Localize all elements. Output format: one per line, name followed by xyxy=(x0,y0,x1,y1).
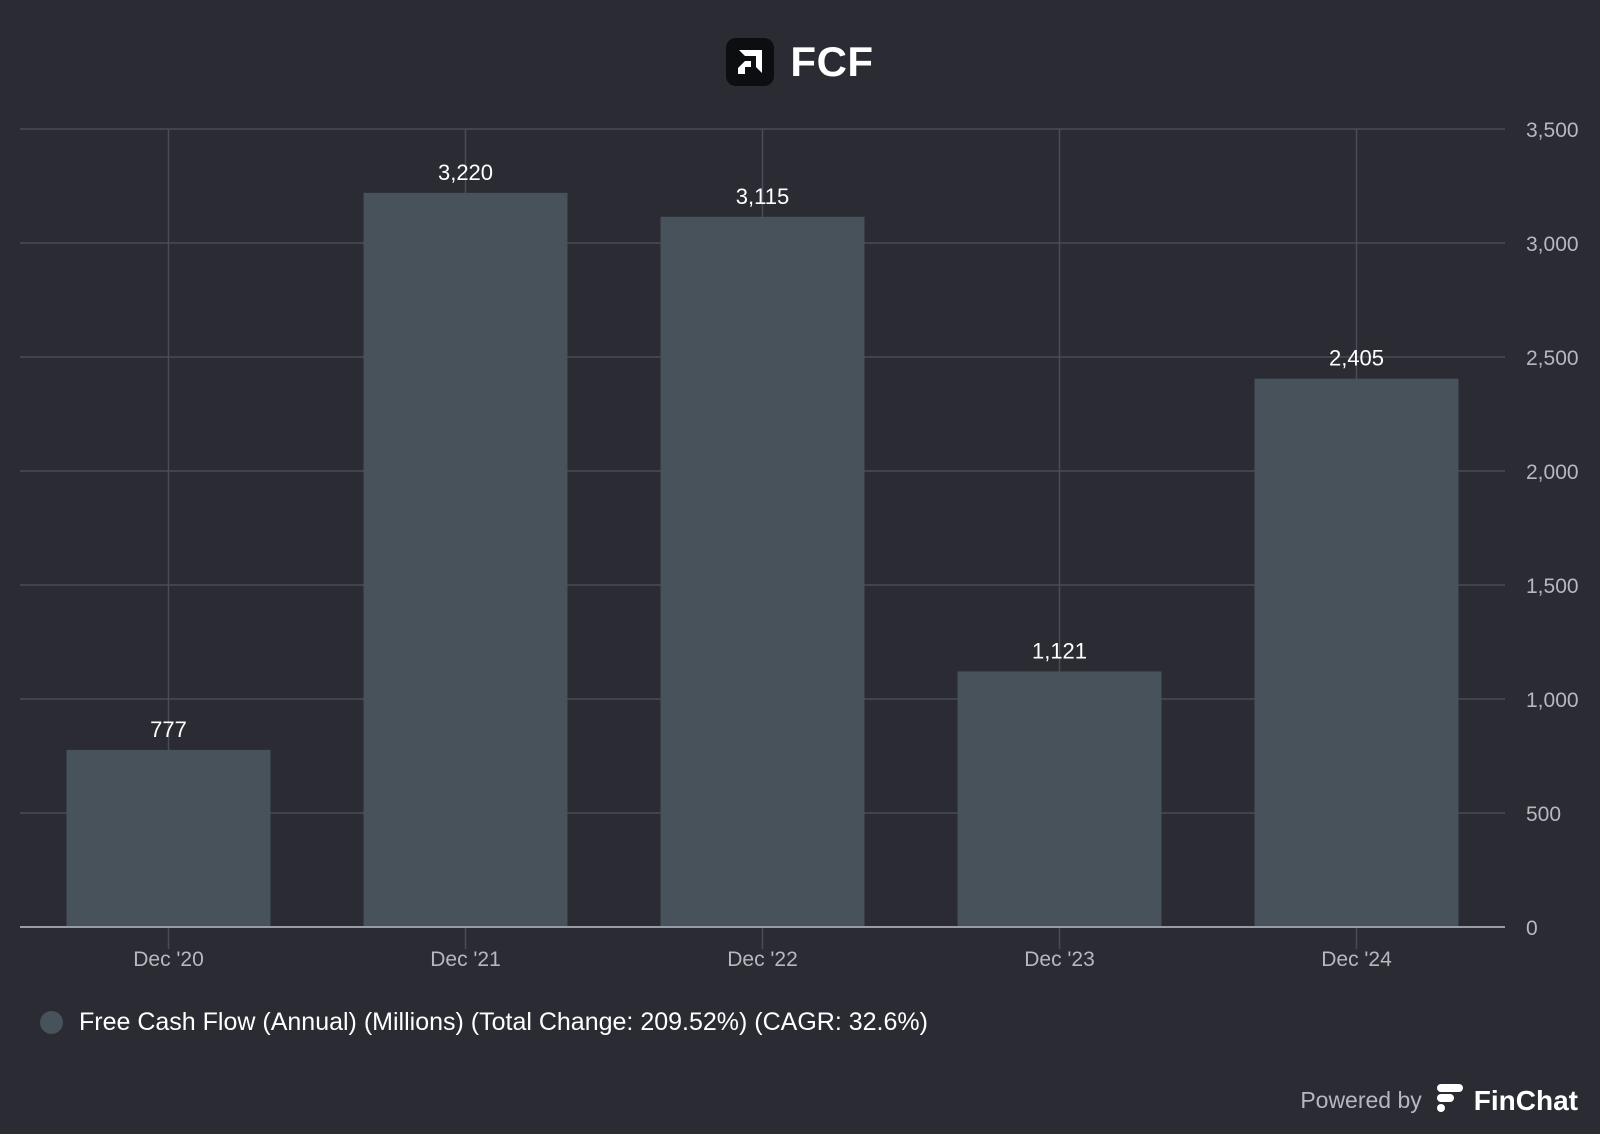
value-labels: 777 3,220 3,115 1,121 2,405 xyxy=(150,160,1384,742)
bar-value-label: 1,121 xyxy=(1032,638,1087,663)
bar-value-label: 777 xyxy=(150,717,187,742)
y-tick-label: 3,000 xyxy=(1526,233,1579,256)
bar-value-label: 3,220 xyxy=(438,160,493,185)
chart-header: FCF xyxy=(0,34,1600,90)
bar[interactable] xyxy=(363,192,568,928)
x-tick-label: Dec '20 xyxy=(133,948,204,971)
bar[interactable] xyxy=(1254,378,1459,927)
y-tick-label: 3,500 xyxy=(1526,119,1579,142)
finchat-brand: FinChat xyxy=(1473,1084,1578,1116)
bar-value-label: 2,405 xyxy=(1329,346,1384,371)
footer: Powered by FinChat xyxy=(1300,1082,1578,1119)
x-tick-label: Dec '23 xyxy=(1024,948,1095,971)
y-tick-label: 2,000 xyxy=(1526,461,1579,484)
powered-by-text: Powered by xyxy=(1300,1087,1422,1113)
y-tick-label: 500 xyxy=(1526,803,1561,826)
bar[interactable] xyxy=(660,216,865,927)
y-tick-label: 2,500 xyxy=(1526,347,1579,370)
finchat-logo-icon xyxy=(1434,1082,1466,1119)
legend[interactable]: Free Cash Flow (Annual) (Millions) (Tota… xyxy=(40,1008,928,1037)
bars xyxy=(66,192,1459,928)
x-tick-label: Dec '24 xyxy=(1321,948,1392,971)
amd-logo-icon xyxy=(726,38,775,86)
bar[interactable] xyxy=(66,749,271,927)
y-tick-label: 1,500 xyxy=(1526,575,1579,598)
x-axis-tick-labels: Dec '20 Dec '21 Dec '22 Dec '23 Dec '24 xyxy=(133,948,1392,971)
legend-label: Free Cash Flow (Annual) (Millions) (Tota… xyxy=(79,1008,928,1036)
y-axis-tick-labels: 0 500 1,000 1,500 2,000 2,500 3,000 3,500 xyxy=(1526,119,1579,940)
bar-value-label: 3,115 xyxy=(736,184,789,209)
y-tick-label: 0 xyxy=(1526,917,1538,940)
y-tick-label: 1,000 xyxy=(1526,689,1579,712)
bar-chart: 777 3,220 3,115 1,121 2,405 0 500 1,000 1,500 2,… xyxy=(20,119,1579,971)
x-tick-label: Dec '21 xyxy=(430,948,501,971)
chart-title: FCF xyxy=(790,38,874,85)
x-tick-label: Dec '22 xyxy=(727,948,798,971)
legend-swatch xyxy=(40,1011,63,1034)
bar[interactable] xyxy=(957,671,1162,927)
